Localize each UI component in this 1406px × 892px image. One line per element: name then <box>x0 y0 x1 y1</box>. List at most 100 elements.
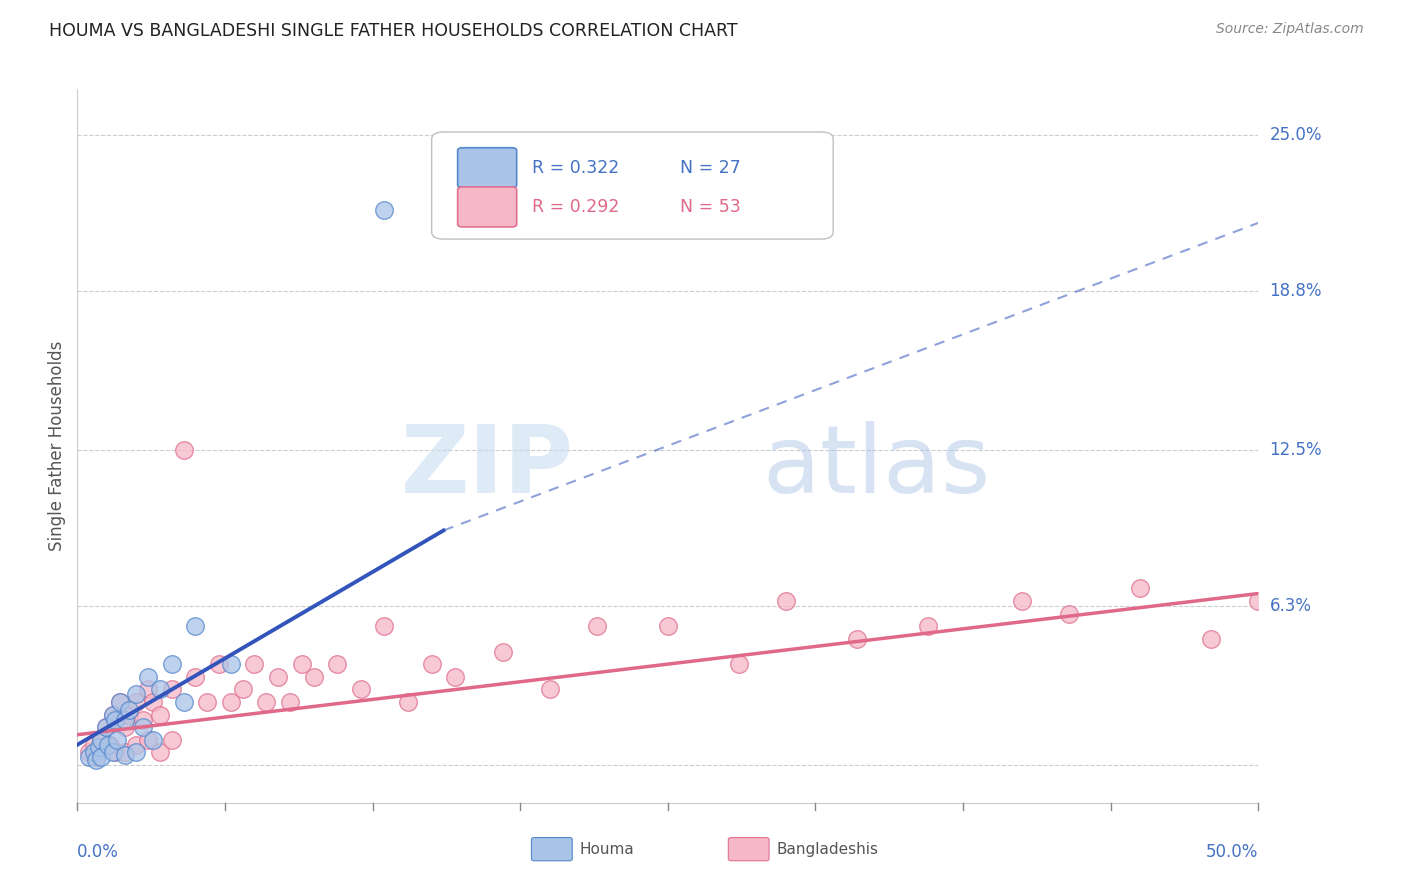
Point <box>149 682 172 697</box>
Point <box>118 707 141 722</box>
Point <box>208 657 231 672</box>
Point <box>142 695 165 709</box>
Point <box>90 750 112 764</box>
Point <box>118 702 141 716</box>
Point <box>100 738 122 752</box>
Point <box>538 682 561 697</box>
Text: 18.8%: 18.8% <box>1270 282 1322 300</box>
Point <box>184 670 207 684</box>
Point <box>104 745 127 759</box>
Point <box>84 753 107 767</box>
Point <box>94 720 117 734</box>
Y-axis label: Single Father Households: Single Father Households <box>48 341 66 551</box>
Point <box>108 695 131 709</box>
Point <box>114 720 136 734</box>
Point <box>83 745 105 759</box>
Point <box>267 670 290 684</box>
Point <box>160 657 183 672</box>
Point <box>173 695 195 709</box>
Point <box>195 695 218 709</box>
Text: 12.5%: 12.5% <box>1270 441 1322 458</box>
Point <box>420 657 443 672</box>
Point <box>136 670 159 684</box>
Point <box>491 644 513 658</box>
Point <box>90 732 112 747</box>
Point <box>83 738 105 752</box>
Point <box>114 745 136 759</box>
Point <box>114 747 136 762</box>
Text: 6.3%: 6.3% <box>1270 597 1312 615</box>
Text: N = 53: N = 53 <box>679 198 741 216</box>
Point <box>291 657 314 672</box>
Text: R = 0.292: R = 0.292 <box>531 198 620 216</box>
Point <box>97 738 120 752</box>
Point <box>917 619 939 633</box>
FancyBboxPatch shape <box>457 148 516 187</box>
Point <box>108 695 131 709</box>
Text: Source: ZipAtlas.com: Source: ZipAtlas.com <box>1216 22 1364 37</box>
Point <box>77 750 100 764</box>
Point <box>1011 594 1033 608</box>
Point <box>101 707 124 722</box>
FancyBboxPatch shape <box>432 132 834 239</box>
Text: ZIP: ZIP <box>401 421 574 514</box>
Point <box>727 657 749 672</box>
Point <box>586 619 609 633</box>
Text: N = 27: N = 27 <box>679 159 741 177</box>
Point <box>184 619 207 633</box>
Point <box>136 732 159 747</box>
Point <box>444 670 467 684</box>
Point <box>350 682 373 697</box>
Point <box>94 720 117 734</box>
Point <box>104 713 127 727</box>
Text: Bangladeshis: Bangladeshis <box>776 842 879 856</box>
Point <box>101 707 124 722</box>
Point <box>77 745 100 759</box>
Point <box>149 707 172 722</box>
Point <box>125 745 148 759</box>
Point <box>87 740 110 755</box>
Point <box>132 713 155 727</box>
Text: HOUMA VS BANGLADESHI SINGLE FATHER HOUSEHOLDS CORRELATION CHART: HOUMA VS BANGLADESHI SINGLE FATHER HOUSE… <box>49 22 738 40</box>
Point <box>1247 594 1270 608</box>
Point <box>219 657 242 672</box>
Point <box>775 594 797 608</box>
Text: atlas: atlas <box>762 421 991 514</box>
Point <box>1059 607 1081 621</box>
Point <box>1199 632 1222 646</box>
Point <box>657 619 679 633</box>
Point <box>149 745 172 759</box>
Point <box>243 657 266 672</box>
Text: 25.0%: 25.0% <box>1270 126 1322 144</box>
Text: R = 0.322: R = 0.322 <box>531 159 619 177</box>
Text: Houma: Houma <box>579 842 634 856</box>
Point <box>107 732 129 747</box>
Point <box>160 682 183 697</box>
Point <box>125 695 148 709</box>
Point <box>396 695 419 709</box>
Point <box>845 632 868 646</box>
Point <box>132 720 155 734</box>
Point <box>136 682 159 697</box>
Point <box>232 682 254 697</box>
Point <box>373 619 395 633</box>
Point <box>142 732 165 747</box>
Text: 50.0%: 50.0% <box>1206 843 1258 861</box>
Point <box>101 745 124 759</box>
Point <box>373 203 395 218</box>
Point <box>254 695 277 709</box>
Point <box>219 695 242 709</box>
Point <box>125 738 148 752</box>
Point <box>173 442 195 457</box>
Point <box>278 695 301 709</box>
Point <box>125 687 148 701</box>
Point <box>1129 582 1152 596</box>
Point <box>302 670 325 684</box>
Text: 0.0%: 0.0% <box>77 843 120 861</box>
Point <box>160 732 183 747</box>
Point <box>326 657 349 672</box>
Point <box>114 713 136 727</box>
Point <box>90 732 112 747</box>
Point <box>84 750 107 764</box>
FancyBboxPatch shape <box>457 187 516 227</box>
